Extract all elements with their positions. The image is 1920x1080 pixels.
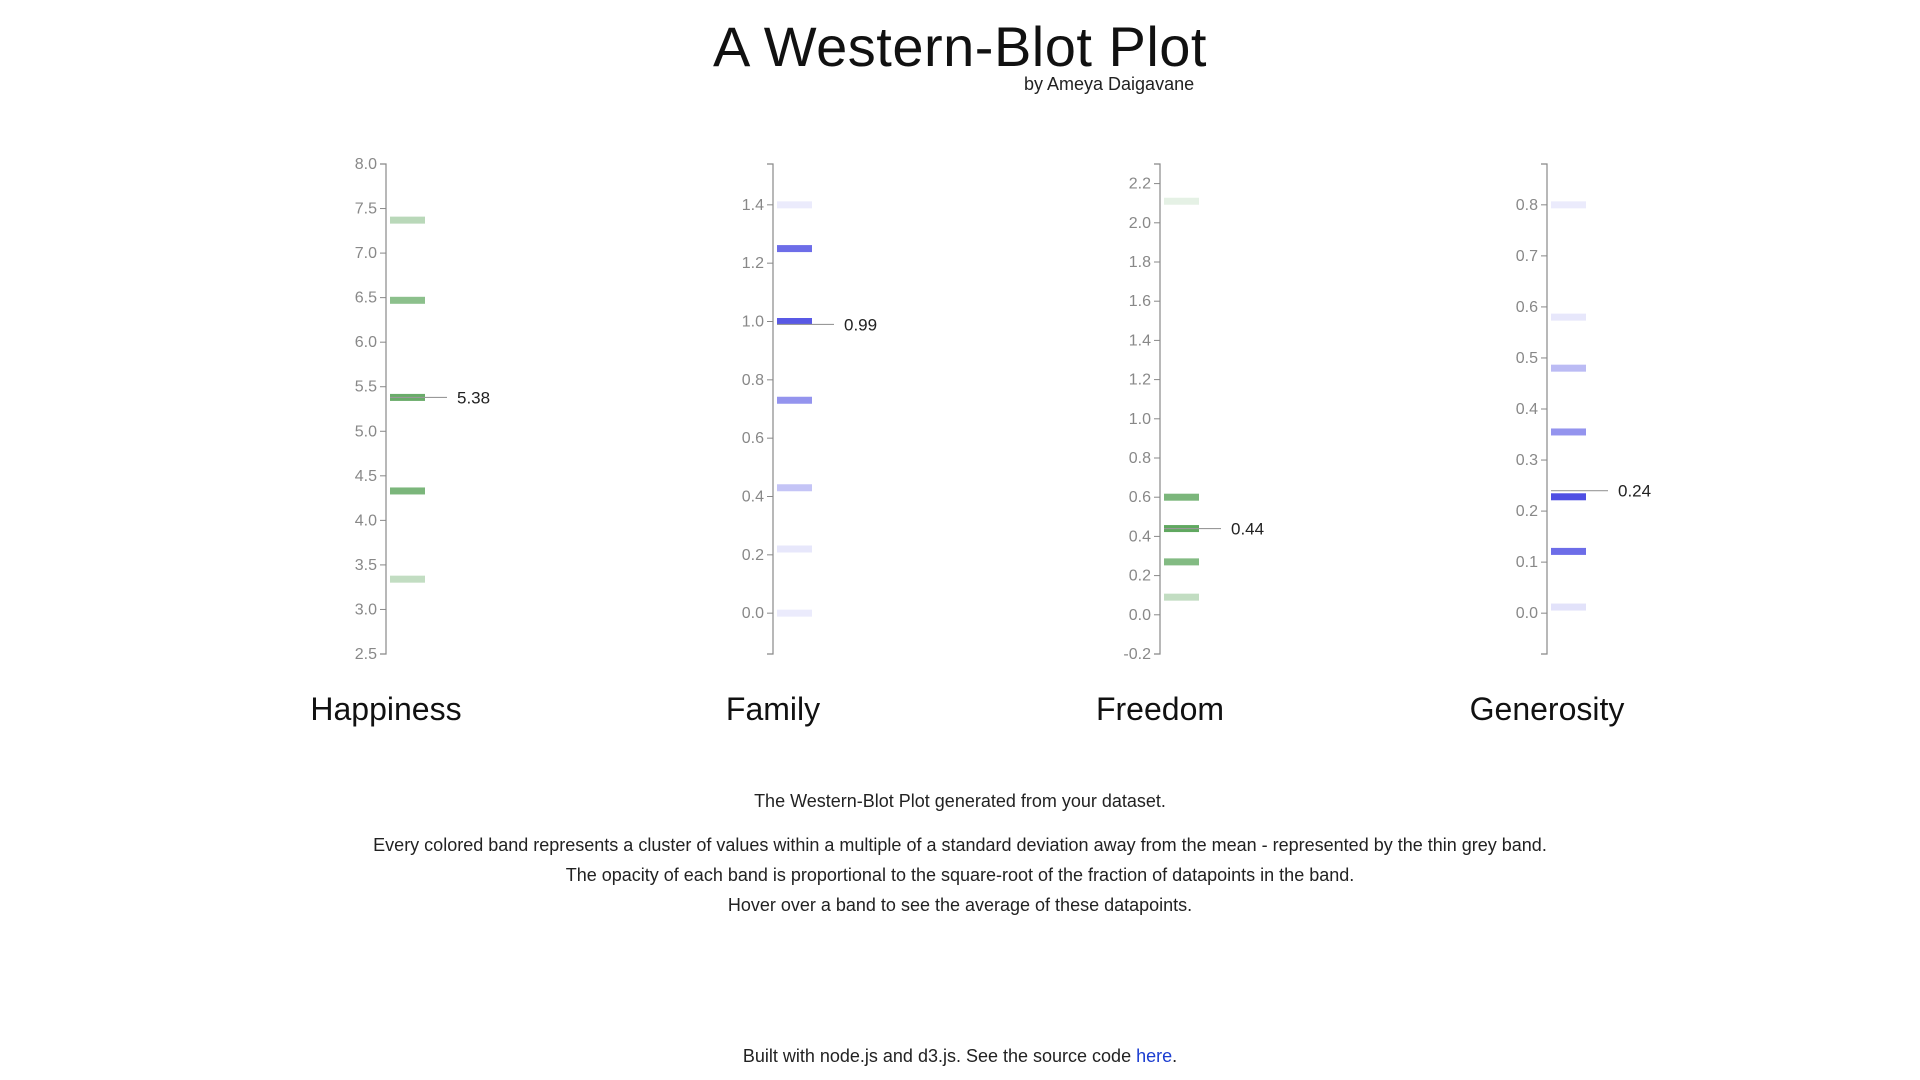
family-tick-label: 0.0 [742, 605, 764, 622]
caption: The Western-Blot Plot generated from you… [754, 791, 1166, 811]
family-band[interactable] [777, 484, 812, 492]
generosity-tick-label: 0.1 [1516, 554, 1538, 571]
freedom-band[interactable] [1164, 593, 1199, 601]
family-band[interactable] [777, 396, 812, 404]
freedom-tick-label: -0.2 [1123, 646, 1151, 663]
header: A Western-Blot Plot [0, 14, 1920, 80]
family-band[interactable] [777, 609, 812, 617]
generosity-mean-label: 0.24 [1618, 482, 1651, 501]
footer-suffix: . [1172, 1046, 1178, 1066]
freedom-tick-label: 0.0 [1129, 607, 1151, 624]
happiness-tick-label: 8.0 [355, 156, 377, 173]
happiness-tick-label: 3.5 [355, 557, 377, 574]
freedom-tick-label: 1.2 [1129, 372, 1151, 389]
generosity-band[interactable] [1551, 493, 1586, 501]
freedom-band[interactable] [1164, 558, 1199, 566]
family-axis-line [767, 163, 774, 655]
happiness-band[interactable] [390, 296, 425, 304]
family-band[interactable] [777, 201, 812, 209]
page-title: A Western-Blot Plot [712, 15, 1207, 78]
generosity-band[interactable] [1551, 547, 1586, 555]
freedom-tick-label: 0.8 [1129, 450, 1151, 467]
happiness-tick-label: 6.5 [355, 290, 377, 307]
happiness-band[interactable] [390, 575, 425, 583]
generosity-tick-label: 0.6 [1516, 299, 1538, 316]
generosity-band[interactable] [1551, 201, 1586, 209]
happiness-tick-label: 5.5 [355, 379, 377, 396]
generosity-tick-label: 0.0 [1516, 605, 1538, 622]
happiness-tick-label: 7.0 [355, 245, 377, 262]
family-tick-label: 0.8 [742, 372, 764, 389]
happiness-tick-label: 2.5 [355, 646, 377, 663]
family-mean-label: 0.99 [844, 315, 877, 334]
footer: Built with node.js and d3.js. See the so… [0, 1046, 1920, 1067]
happiness-axis-title: Happiness [310, 691, 461, 727]
freedom-tick-label: 0.2 [1129, 568, 1151, 585]
byline: by Ameya Daigavane [1024, 74, 1195, 94]
freedom-tick-label: 0.4 [1129, 528, 1151, 545]
freedom-axis-line [1154, 163, 1161, 655]
happiness-band[interactable] [390, 487, 425, 495]
source-code-link[interactable]: here [1136, 1046, 1173, 1066]
generosity-tick-label: 0.8 [1516, 197, 1538, 214]
family-tick-label: 0.4 [742, 489, 764, 506]
happiness-tick-label: 4.0 [355, 512, 377, 529]
family-band[interactable] [777, 245, 812, 253]
freedom-axis-title: Freedom [1096, 691, 1224, 727]
generosity-tick-label: 0.7 [1516, 248, 1538, 265]
family-band[interactable] [777, 318, 812, 325]
description-line-1: Every colored band represents a cluster … [373, 835, 1547, 855]
happiness-tick-label: 7.5 [355, 201, 377, 218]
freedom-tick-label: 2.2 [1129, 176, 1151, 193]
happiness-tick-label: 4.5 [355, 468, 377, 485]
western-blot-plots: 2.5 3.0 3.5 4.0 4.5 5.0 5.5 6.0 6.5 7.0 7.5 8.0 5.38… [310, 156, 1651, 727]
happiness-mean-label: 5.38 [457, 388, 490, 407]
generosity-tick-label: 0.5 [1516, 350, 1538, 367]
happiness-tick-label: 6.0 [355, 334, 377, 351]
family-tick-label: 1.4 [742, 197, 764, 214]
generosity-tick-label: 0.4 [1516, 401, 1538, 418]
freedom-band[interactable] [1164, 493, 1199, 501]
generosity-band[interactable] [1551, 313, 1586, 321]
family-axis-title: Family [726, 691, 820, 727]
freedom-tick-label: 1.8 [1129, 254, 1151, 271]
family-tick-label: 1.2 [742, 255, 764, 272]
happiness-tick-label: 3.0 [355, 601, 377, 618]
generosity-tick-label: 0.2 [1516, 503, 1538, 520]
happiness-tick-label: 5.0 [355, 423, 377, 440]
generosity-tick-label: 0.3 [1516, 452, 1538, 469]
freedom-tick-label: 1.6 [1129, 293, 1151, 310]
family-tick-label: 1.0 [742, 314, 764, 331]
description: The Western-Blot Plot generated from you… [0, 786, 1920, 920]
freedom-tick-label: 1.4 [1129, 332, 1151, 349]
freedom-tick-label: 1.0 [1129, 411, 1151, 428]
generosity-axis-title: Generosity [1470, 691, 1625, 727]
freedom-band[interactable] [1164, 197, 1199, 205]
family-tick-label: 0.2 [742, 547, 764, 564]
freedom-mean-label: 0.44 [1231, 520, 1264, 539]
generosity-band[interactable] [1551, 364, 1586, 372]
freedom-tick-label: 2.0 [1129, 215, 1151, 232]
description-line-3: Hover over a band to see the average of … [727, 895, 1193, 915]
generosity-band[interactable] [1551, 603, 1586, 611]
generosity-band[interactable] [1551, 428, 1586, 436]
description-line-2: The opacity of each band is proportional… [565, 865, 1355, 885]
footer-text: Built with node.js and d3.js. See the so… [742, 1046, 1137, 1066]
happiness-band[interactable] [390, 216, 425, 224]
happiness-axis-line [380, 163, 387, 655]
family-band[interactable] [777, 545, 812, 553]
family-tick-label: 0.6 [742, 430, 764, 447]
freedom-tick-label: 0.6 [1129, 489, 1151, 506]
